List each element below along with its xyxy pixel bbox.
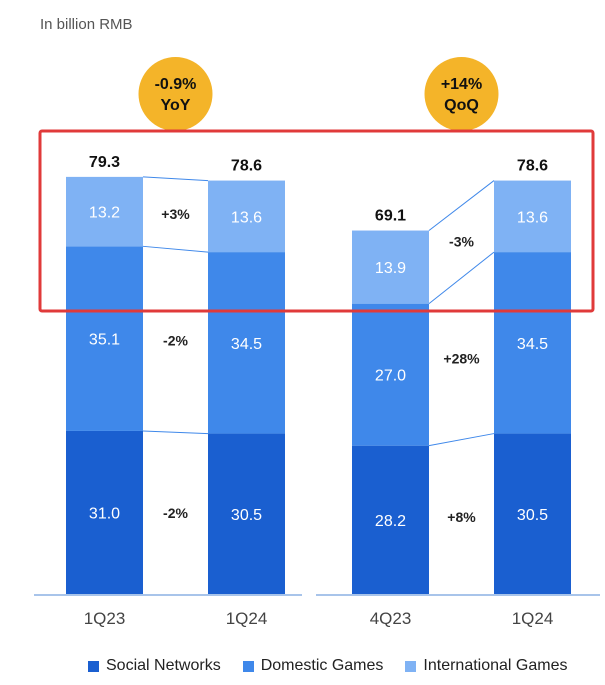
bar-total-label: 78.6 <box>517 158 548 175</box>
bar-segment-domestic-games <box>66 246 143 431</box>
x-tick-label: 1Q23 <box>84 609 126 628</box>
bar-total-label: 78.6 <box>231 158 262 175</box>
bar-segment-social-networks <box>352 445 429 594</box>
connector-line-g0-0 <box>142 430 209 435</box>
change-label: -3% <box>449 234 474 250</box>
bar-segment-social-networks <box>66 430 143 594</box>
bar-segment-international-games <box>208 180 285 253</box>
bar-segment-domestic-games <box>208 252 285 434</box>
change-label: -2% <box>163 505 188 521</box>
connector-line-g1-0 <box>428 433 495 447</box>
legend-swatch-domestic-games <box>242 660 254 672</box>
segment-value-label: 30.5 <box>231 507 262 524</box>
legend-label-international-games: International Games <box>423 657 568 674</box>
badge-period: QoQ <box>444 97 479 114</box>
segment-value-label: 28.2 <box>375 513 406 530</box>
x-tick-label: 1Q24 <box>226 609 268 628</box>
segment-value-label: 13.9 <box>375 260 406 277</box>
segment-value-label: 13.6 <box>231 209 262 226</box>
legend-item-domestic-games: Domestic Games <box>242 657 384 675</box>
connector-line-g0-1 <box>142 245 209 253</box>
bar-segment-domestic-games <box>494 252 571 434</box>
bar-segment-international-games <box>352 230 429 304</box>
change-label: -2% <box>163 333 188 349</box>
segment-value-label: 27.0 <box>375 368 406 385</box>
legend: Social Networks Domestic Games Internati… <box>88 657 567 675</box>
connector-line-g1-2 <box>428 180 495 231</box>
segment-value-label: 13.2 <box>89 205 120 222</box>
bar-total-label: 79.3 <box>89 154 120 171</box>
connector-line-g0-2 <box>142 176 209 182</box>
segment-value-label: 31.0 <box>89 505 120 522</box>
segment-value-label: 30.5 <box>517 507 548 524</box>
x-tick-label: 1Q24 <box>512 609 554 628</box>
change-badge <box>424 57 499 131</box>
bar-segment-international-games <box>494 180 571 253</box>
legend-label-domestic-games: Domestic Games <box>260 657 384 674</box>
legend-swatch-international-games <box>405 660 417 672</box>
unit-label: In billion RMB <box>40 16 133 33</box>
x-tick-label: 4Q23 <box>370 609 412 628</box>
legend-swatch-social-networks <box>88 660 99 672</box>
segment-value-label: 35.1 <box>89 332 120 349</box>
change-label: +3% <box>161 206 190 222</box>
badge-value: +14% <box>441 76 482 93</box>
highlight-box <box>38 129 595 313</box>
change-label: +28% <box>443 351 480 367</box>
bar-segment-international-games <box>66 176 143 247</box>
legend-label-social-networks: Social Networks <box>106 657 221 674</box>
legend-item-social-networks: Social Networks <box>88 657 221 675</box>
segment-value-label: 34.5 <box>231 336 262 353</box>
segment-value-label: 13.6 <box>517 209 548 226</box>
legend-item-international-games: International Games <box>405 657 567 675</box>
connector-line-g1-1 <box>428 251 495 305</box>
badge-period: YoY <box>161 97 191 114</box>
change-label: +8% <box>447 509 476 525</box>
bar-segment-social-networks <box>494 433 571 594</box>
bar-total-label: 69.1 <box>375 208 406 225</box>
change-badge <box>138 57 213 131</box>
segment-value-label: 34.5 <box>517 336 548 353</box>
bar-segment-domestic-games <box>352 303 429 446</box>
badge-value: -0.9% <box>155 76 197 93</box>
bar-segment-social-networks <box>208 433 285 594</box>
